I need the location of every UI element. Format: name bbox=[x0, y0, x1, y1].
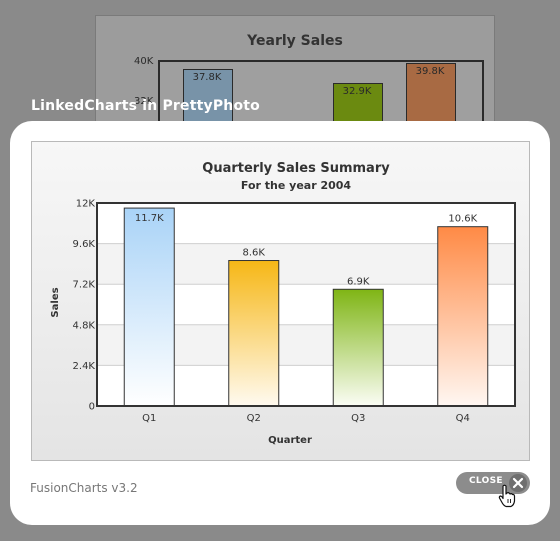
x-tick-label: Q4 bbox=[456, 413, 470, 424]
bar-q3 bbox=[332, 288, 384, 407]
background-bar-label: 39.8K bbox=[415, 65, 445, 77]
y-tick-label: 4.8K bbox=[73, 320, 96, 331]
x-tick-label: Q2 bbox=[247, 413, 261, 424]
bar-value-label: 8.6K bbox=[243, 248, 266, 259]
lightbox-modal: 0 2.4K 4.8K 7.2K 9.6K 12K 11.7K Q1 8.6K Q2 6.9K Q3 1… bbox=[10, 121, 550, 525]
bar-value-label: 11.7K bbox=[135, 213, 164, 224]
overlay-title: LinkedCharts in PrettyPhoto bbox=[31, 98, 260, 114]
quarterly-sales-chart: 0 2.4K 4.8K 7.2K 9.6K 12K 11.7K Q1 8.6K Q2 6.9K Q3 1… bbox=[50, 161, 516, 446]
footer-version-text: FusionCharts v3.2 bbox=[30, 481, 138, 495]
hand-cursor-icon bbox=[498, 484, 516, 508]
close-button[interactable]: CLOSE bbox=[456, 472, 530, 494]
bar-q2 bbox=[228, 260, 280, 407]
y-tick-label: 12K bbox=[76, 199, 96, 210]
y-tick-label: 7.2K bbox=[73, 280, 96, 291]
close-button-label: CLOSE bbox=[469, 476, 503, 486]
bar-q4 bbox=[437, 226, 489, 407]
background-chart-title: Yearly Sales bbox=[247, 33, 343, 49]
y-tick-label: 2.4K bbox=[73, 361, 96, 372]
x-tick-label: Q3 bbox=[351, 413, 365, 424]
background-tick-label: 40K bbox=[134, 56, 154, 67]
background-tick-label: 32K bbox=[134, 96, 154, 107]
bar-value-label: 6.9K bbox=[347, 276, 370, 287]
y-axis-label: Sales bbox=[50, 287, 61, 317]
chart-subtitle: For the year 2004 bbox=[241, 179, 352, 192]
close-icon[interactable] bbox=[509, 474, 527, 492]
y-tick-label: 9.6K bbox=[73, 239, 96, 250]
chart-title: Quarterly Sales Summary bbox=[202, 161, 390, 176]
background-bar-label: 32.9K bbox=[342, 86, 372, 98]
chart-container: 0 2.4K 4.8K 7.2K 9.6K 12K 11.7K Q1 8.6K Q2 6.9K Q3 1… bbox=[31, 141, 530, 461]
x-tick-label: Q1 bbox=[142, 413, 156, 424]
y-tick-label: 0 bbox=[89, 402, 95, 413]
x-axis-label: Quarter bbox=[268, 435, 312, 446]
bar-value-label: 10.6K bbox=[448, 214, 477, 225]
plot-border bbox=[96, 202, 516, 407]
bar-q1 bbox=[123, 207, 175, 407]
background-bar-label: 37.8K bbox=[192, 71, 222, 83]
